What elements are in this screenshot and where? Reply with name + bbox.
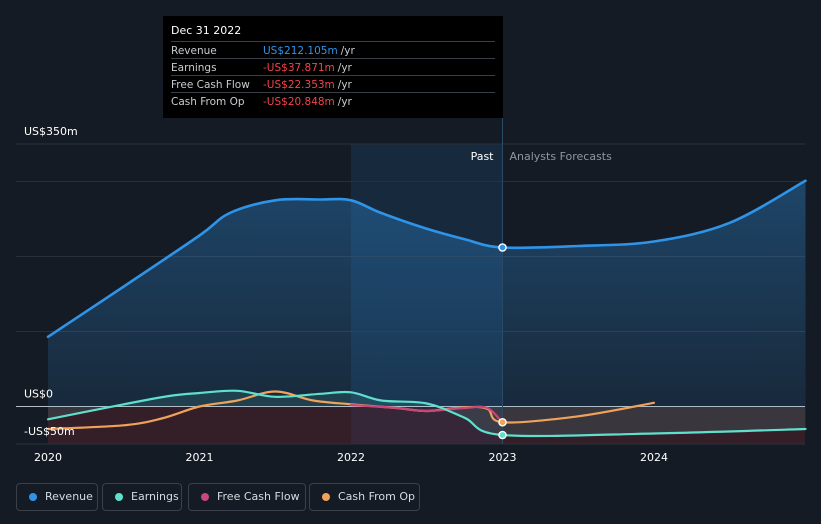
x-tick-label: 2020 xyxy=(34,451,62,464)
legend-dot-icon xyxy=(322,493,330,501)
tooltip-value: -US$22.353m/yr xyxy=(263,79,352,91)
legend-item-revenue[interactable]: Revenue xyxy=(16,483,98,511)
legend-label: Cash From Op xyxy=(338,490,416,503)
x-tick-label: 2022 xyxy=(337,451,365,464)
revenue-area xyxy=(48,180,806,407)
earnings-marker xyxy=(498,430,507,440)
tooltip-row-cash-from-op: Cash From Op -US$20.848m/yr xyxy=(171,92,495,110)
tooltip-label: Earnings xyxy=(171,62,217,74)
forecast-label: Analysts Forecasts xyxy=(510,150,613,163)
revenue-marker xyxy=(498,243,507,252)
legend-label: Revenue xyxy=(45,490,93,503)
earnings-area xyxy=(48,390,806,437)
legend-item-cash-from-op[interactable]: Cash From Op xyxy=(309,483,420,511)
tooltip-value: -US$20.848m/yr xyxy=(263,96,352,108)
earnings-line xyxy=(46,389,807,438)
tooltip-row-free-cash-flow: Free Cash Flow -US$22.353m/yr xyxy=(171,75,495,93)
legend-dot-icon xyxy=(201,493,209,501)
tooltip-value: US$212.105m/yr xyxy=(263,45,355,57)
legend-label: Free Cash Flow xyxy=(217,490,300,503)
legend-dot-icon xyxy=(115,493,123,501)
y-axis-labels: US$350m US$0 -US$50m xyxy=(24,125,78,438)
tooltip-label: Cash From Op xyxy=(171,96,245,108)
negative-zone xyxy=(48,406,805,444)
x-axis-labels: 2020 2021 2022 2023 2024 xyxy=(34,451,668,464)
markers xyxy=(498,243,507,440)
y-tick-label: US$0 xyxy=(24,388,53,401)
area-fills xyxy=(48,180,806,437)
y-tick-label: US$350m xyxy=(24,125,78,138)
legend-label: Earnings xyxy=(131,490,179,503)
legend-dot-icon xyxy=(29,493,37,501)
legend-item-earnings[interactable]: Earnings xyxy=(102,483,182,511)
tooltip-date: Dec 31 2022 xyxy=(171,24,242,37)
cash-from-op-marker xyxy=(498,417,507,427)
y-tick-label: -US$50m xyxy=(24,425,75,438)
tooltip: Dec 31 2022 Revenue US$212.105m/yr Earni… xyxy=(163,16,503,118)
past-label: Past xyxy=(471,150,495,163)
tooltip-label: Free Cash Flow xyxy=(171,79,250,91)
x-tick-label: 2023 xyxy=(489,451,517,464)
tooltip-row-earnings: Earnings -US$37.871m/yr xyxy=(171,58,495,76)
tooltip-label: Revenue xyxy=(171,45,217,57)
legend-item-free-cash-flow[interactable]: Free Cash Flow xyxy=(188,483,306,511)
x-tick-label: 2021 xyxy=(186,451,214,464)
revenue-line xyxy=(46,179,807,339)
x-tick-label: 2024 xyxy=(640,451,668,464)
tooltip-row-revenue: Revenue US$212.105m/yr xyxy=(171,41,495,59)
tooltip-value: -US$37.871m/yr xyxy=(263,62,352,74)
